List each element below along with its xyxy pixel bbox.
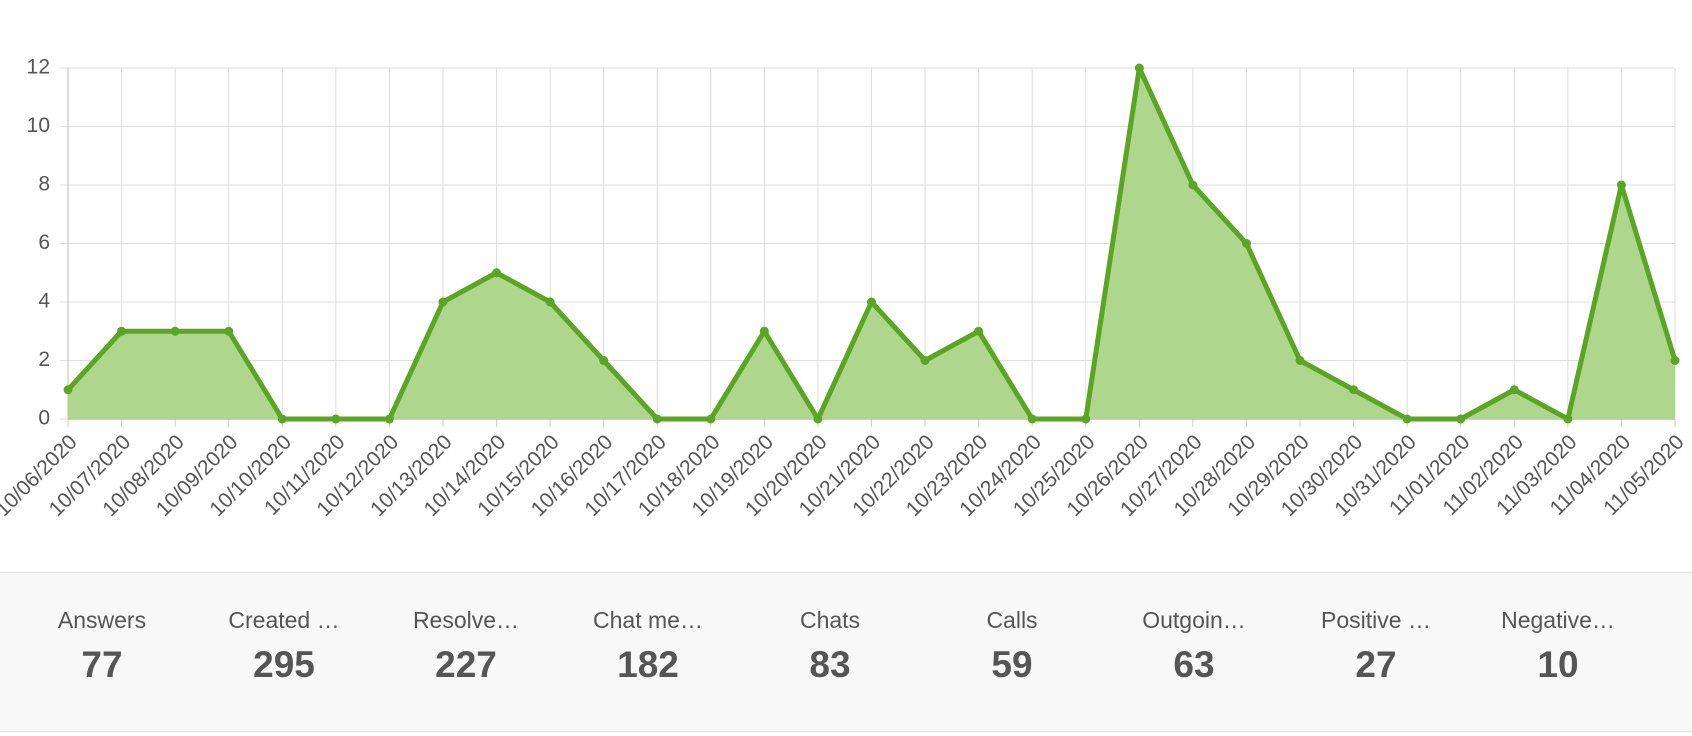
y-tick-label: 2	[38, 348, 50, 371]
y-tick-label: 8	[38, 173, 50, 196]
point	[974, 326, 984, 336]
stat-label: Chat me…	[593, 607, 703, 633]
y-tick-label: 10	[27, 114, 50, 137]
point	[117, 326, 127, 336]
stat-value: 182	[617, 644, 679, 685]
stats-bar: Answers 77 Created … 295 Resolve… 227 Chat me……	[0, 572, 1692, 732]
stat: Outgoin… 63	[1119, 607, 1269, 686]
stat-value: 63	[1173, 644, 1215, 685]
stat-value: 227	[435, 644, 497, 685]
point	[492, 268, 502, 278]
stat: Negative… 10	[1483, 607, 1633, 686]
point	[759, 326, 769, 336]
stat-value: 10	[1537, 644, 1579, 685]
point	[1616, 180, 1626, 190]
stat-label: Outgoin…	[1142, 607, 1246, 633]
stat: Created … 295	[209, 607, 359, 686]
point	[1456, 414, 1466, 424]
point	[1081, 414, 1091, 424]
point	[331, 414, 341, 424]
stat-value: 27	[1355, 644, 1397, 685]
point	[1670, 356, 1680, 365]
y-tick-label: 4	[38, 290, 50, 313]
stat-label: Resolve…	[412, 607, 520, 633]
y-tick-label: 0	[38, 407, 50, 430]
stat: Resolve… 227	[391, 607, 541, 686]
point	[1188, 180, 1198, 190]
point	[1027, 414, 1037, 424]
point	[1134, 63, 1144, 73]
stat: Chats 83	[755, 607, 905, 686]
point	[1509, 385, 1519, 395]
point	[599, 356, 609, 365]
chart: 10/06/202010/07/202010/08/202010/09/2020…	[0, 56, 1689, 521]
point	[920, 356, 930, 365]
point	[706, 414, 716, 424]
point	[170, 326, 180, 336]
stat-label: Calls	[986, 607, 1038, 633]
stat-label: Positive …	[1321, 607, 1431, 633]
point	[438, 297, 448, 307]
stat-value: 295	[253, 644, 315, 685]
y-tick-label: 12	[27, 56, 50, 79]
point	[63, 385, 73, 395]
point	[1563, 414, 1573, 424]
stat-value: 83	[809, 644, 851, 685]
stat-value: 59	[991, 644, 1033, 685]
y-tick-label: 6	[38, 231, 50, 254]
stat-label: Created …	[228, 607, 340, 633]
point	[652, 414, 662, 424]
point	[1295, 356, 1305, 365]
point	[1402, 414, 1412, 424]
point	[545, 297, 555, 307]
stat: Answers 77	[27, 607, 177, 686]
stat-label: Chats	[799, 607, 861, 633]
stat: Chat me… 182	[573, 607, 723, 686]
area	[68, 68, 1675, 419]
point	[224, 326, 234, 336]
point	[384, 414, 394, 424]
stat-label: Negative…	[1501, 607, 1615, 633]
point	[867, 297, 876, 307]
stat-label: Answers	[57, 607, 147, 633]
point	[1349, 385, 1359, 395]
point	[813, 414, 823, 424]
stat: Positive … 27	[1301, 607, 1451, 686]
point	[277, 414, 287, 424]
stat: Calls 59	[937, 607, 1087, 686]
stat-value: 77	[81, 644, 123, 685]
point	[1241, 239, 1251, 248]
